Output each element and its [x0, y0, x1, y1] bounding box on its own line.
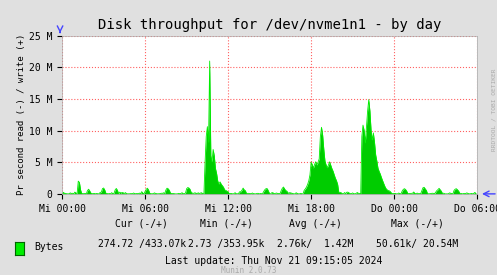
Y-axis label: Pr second read (-) / write (+): Pr second read (-) / write (+) — [17, 34, 26, 196]
Text: 2.76k/  1.42M: 2.76k/ 1.42M — [277, 240, 354, 249]
Text: Max (-/+): Max (-/+) — [391, 219, 444, 229]
Title: Disk throughput for /dev/nvme1n1 - by day: Disk throughput for /dev/nvme1n1 - by da… — [98, 18, 441, 32]
Text: 274.72 /433.07k: 274.72 /433.07k — [97, 240, 186, 249]
Text: Min (-/+): Min (-/+) — [200, 219, 252, 229]
Text: 50.61k/ 20.54M: 50.61k/ 20.54M — [376, 240, 459, 249]
Text: 2.73 /353.95k: 2.73 /353.95k — [188, 240, 264, 249]
Text: Last update: Thu Nov 21 09:15:05 2024: Last update: Thu Nov 21 09:15:05 2024 — [165, 256, 382, 266]
Text: Cur (-/+): Cur (-/+) — [115, 219, 168, 229]
Text: Munin 2.0.73: Munin 2.0.73 — [221, 266, 276, 275]
Text: Bytes: Bytes — [34, 243, 63, 252]
Text: RRDTOOL / TOBI OETIKER: RRDTOOL / TOBI OETIKER — [491, 69, 496, 151]
Text: Avg (-/+): Avg (-/+) — [289, 219, 342, 229]
